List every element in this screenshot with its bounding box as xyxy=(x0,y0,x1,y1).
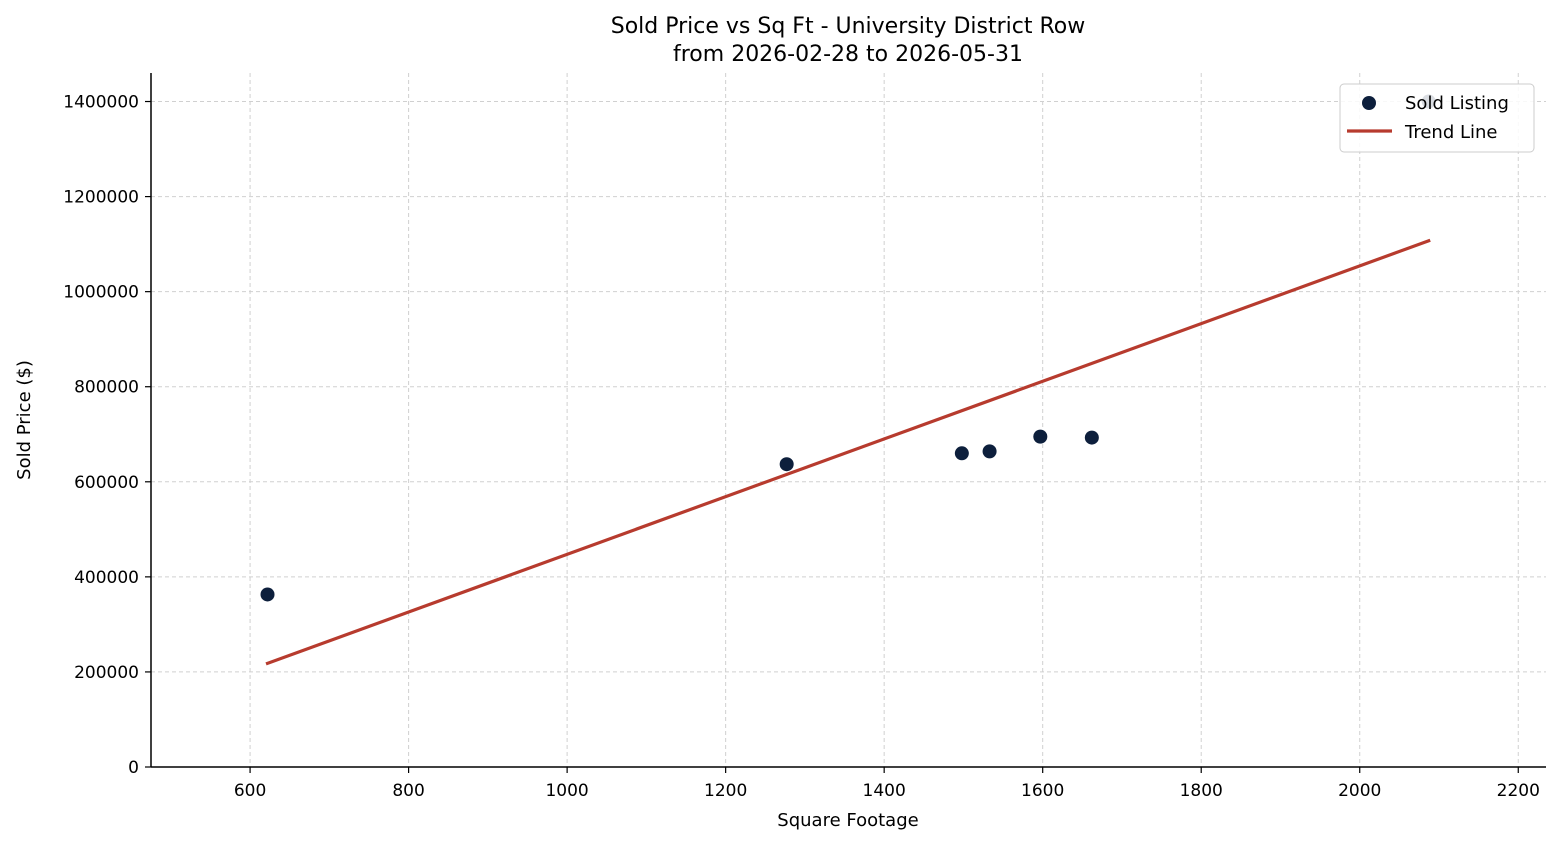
series xyxy=(260,94,1436,666)
x-tick-label: 600 xyxy=(234,781,266,801)
legend-label-sold-listing: Sold Listing xyxy=(1405,93,1509,114)
chart-subtitle: from 2026-02-28 to 2026-05-31 xyxy=(673,42,1023,67)
data-point xyxy=(982,444,997,459)
legend-marker-sold-listing xyxy=(1362,96,1376,110)
grid xyxy=(151,73,1546,768)
y-tick-label: 600000 xyxy=(74,473,139,493)
x-tick-label: 800 xyxy=(392,781,424,801)
y-tick-label: 1000000 xyxy=(63,283,139,303)
x-axis-label: Square Footage xyxy=(777,810,918,831)
x-tick-label: 1000 xyxy=(545,781,588,801)
legend: Sold Listing Trend Line xyxy=(1339,83,1535,153)
legend-box xyxy=(1339,83,1535,153)
y-tick-label: 800000 xyxy=(74,378,139,398)
y-tick-label: 1200000 xyxy=(63,188,139,208)
chart-title: Sold Price vs Sq Ft - University Distric… xyxy=(611,14,1086,39)
x-tick-label: 1600 xyxy=(1021,781,1064,801)
data-point xyxy=(1033,429,1048,444)
y-axis-label: Sold Price ($) xyxy=(14,360,35,480)
x-tick-label: 1800 xyxy=(1180,781,1223,801)
y-tick-label: 1400000 xyxy=(63,93,139,113)
data-point xyxy=(779,457,794,472)
x-tick-label: 1400 xyxy=(863,781,906,801)
legend-label-trend-line: Trend Line xyxy=(1404,122,1498,143)
y-tick-label: 200000 xyxy=(74,663,139,683)
x-tick-label: 2000 xyxy=(1338,781,1381,801)
trend-line xyxy=(265,238,1431,666)
data-point xyxy=(954,446,969,461)
data-point xyxy=(260,587,275,602)
x-tick-label: 2200 xyxy=(1497,781,1540,801)
y-tick-label: 400000 xyxy=(74,568,139,588)
y-tick-label: 0 xyxy=(128,758,139,778)
data-point xyxy=(1084,430,1099,445)
axes: 600 800 1000 1200 1400 1600 1800 2000 2200 0 20000… xyxy=(63,73,1546,801)
x-tick-label: 1200 xyxy=(704,781,747,801)
